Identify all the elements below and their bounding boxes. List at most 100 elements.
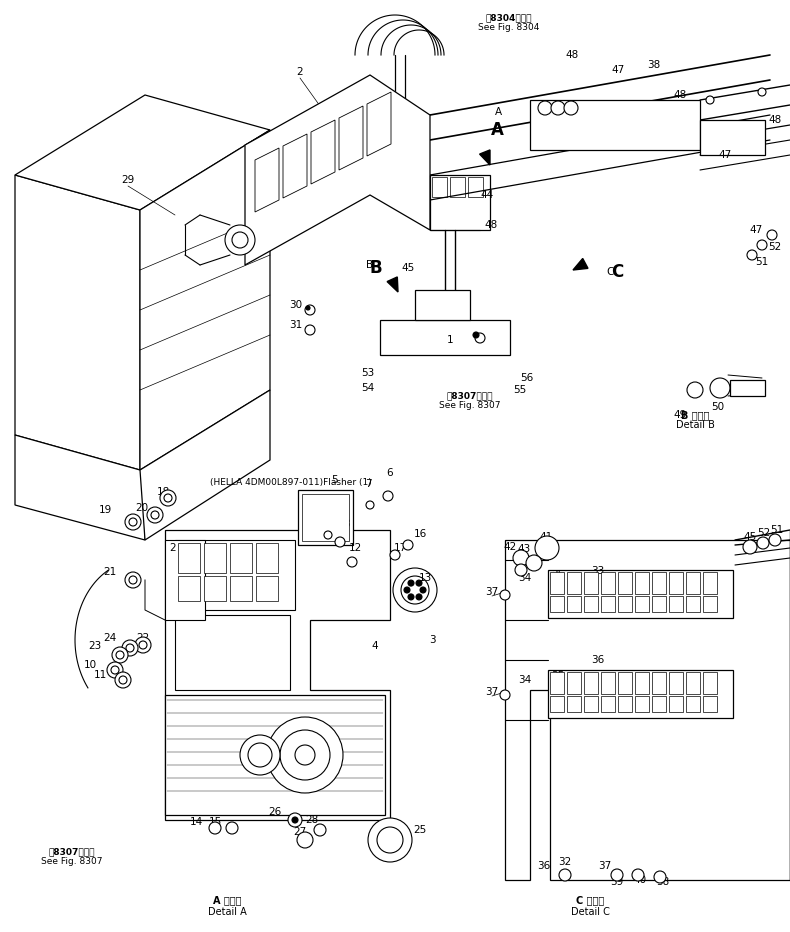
Bar (669, 672, 683, 694)
Circle shape (611, 869, 623, 881)
Text: 第8304回参照: 第8304回参照 (486, 13, 532, 22)
Circle shape (513, 550, 529, 566)
Text: B: B (370, 259, 382, 277)
Polygon shape (367, 92, 391, 156)
Text: 10: 10 (84, 660, 96, 670)
Bar (618, 696, 632, 712)
Circle shape (654, 871, 666, 883)
Circle shape (377, 827, 403, 853)
Bar (548, 670, 733, 718)
Circle shape (135, 637, 151, 653)
Text: 18: 18 (156, 487, 170, 497)
Circle shape (416, 580, 422, 586)
Bar (450, 177, 465, 197)
Text: 2: 2 (297, 67, 303, 77)
Circle shape (347, 557, 357, 567)
Text: 47: 47 (718, 150, 732, 160)
Circle shape (408, 580, 414, 586)
Text: 47: 47 (611, 65, 625, 75)
Circle shape (240, 735, 280, 775)
Text: 31: 31 (289, 320, 303, 330)
Polygon shape (255, 148, 279, 212)
Polygon shape (283, 134, 307, 198)
Text: 34: 34 (518, 573, 532, 583)
Bar (618, 596, 632, 612)
Bar (703, 596, 717, 612)
Bar (601, 572, 615, 594)
Circle shape (366, 501, 374, 509)
Polygon shape (380, 320, 510, 355)
Circle shape (314, 824, 326, 836)
Text: 39: 39 (611, 877, 623, 887)
Text: 1: 1 (446, 335, 453, 345)
Bar (548, 570, 733, 618)
Bar (618, 572, 632, 594)
Bar (686, 596, 700, 612)
Text: 33: 33 (592, 566, 604, 576)
Circle shape (743, 540, 757, 554)
Text: 35: 35 (551, 570, 565, 580)
Circle shape (324, 531, 332, 539)
Text: 45: 45 (743, 532, 757, 542)
Text: 8: 8 (344, 519, 350, 529)
Circle shape (473, 332, 479, 338)
Bar (635, 696, 649, 712)
Text: See Fig. 8307: See Fig. 8307 (439, 402, 501, 410)
Bar (550, 696, 564, 712)
Bar (652, 596, 666, 612)
Text: 2: 2 (170, 543, 176, 553)
Bar (432, 177, 447, 197)
Text: 37: 37 (485, 587, 498, 597)
Text: 19: 19 (99, 505, 111, 515)
Bar (567, 672, 581, 694)
Text: 51: 51 (770, 525, 784, 535)
Circle shape (125, 572, 141, 588)
Circle shape (306, 306, 310, 310)
Text: 48: 48 (566, 50, 578, 60)
Circle shape (288, 813, 302, 827)
Circle shape (710, 378, 730, 398)
Circle shape (160, 490, 176, 506)
Circle shape (248, 743, 272, 767)
Circle shape (393, 568, 437, 612)
Text: C: C (606, 267, 614, 277)
Bar (175, 540, 295, 610)
Bar (256, 576, 278, 601)
Text: A: A (491, 121, 503, 139)
Circle shape (115, 672, 131, 688)
Circle shape (225, 225, 255, 255)
Circle shape (404, 587, 410, 593)
Bar (230, 543, 252, 573)
Text: 11: 11 (93, 670, 107, 680)
Bar (584, 696, 598, 712)
Bar (302, 494, 349, 541)
Circle shape (767, 230, 777, 240)
Bar (635, 572, 649, 594)
Circle shape (107, 662, 123, 678)
Bar (669, 596, 683, 612)
Polygon shape (387, 277, 398, 292)
Text: 42: 42 (503, 542, 517, 552)
Text: 41: 41 (540, 532, 553, 542)
Bar (204, 576, 226, 601)
Text: Detail B: Detail B (675, 420, 714, 430)
Circle shape (368, 818, 412, 862)
Text: 24: 24 (103, 633, 117, 643)
Circle shape (122, 640, 138, 656)
Circle shape (125, 514, 141, 530)
Text: 4: 4 (371, 641, 378, 651)
Text: 38: 38 (656, 877, 670, 887)
Text: 15: 15 (209, 817, 222, 827)
Bar (669, 572, 683, 594)
Circle shape (129, 576, 137, 584)
Bar (618, 672, 632, 694)
Text: 37: 37 (598, 861, 611, 871)
Circle shape (383, 491, 393, 501)
Bar (652, 696, 666, 712)
Polygon shape (245, 75, 430, 265)
Circle shape (769, 534, 781, 546)
Text: 43: 43 (517, 544, 531, 554)
Circle shape (515, 564, 527, 576)
Text: 37: 37 (485, 687, 498, 697)
Circle shape (757, 240, 767, 250)
